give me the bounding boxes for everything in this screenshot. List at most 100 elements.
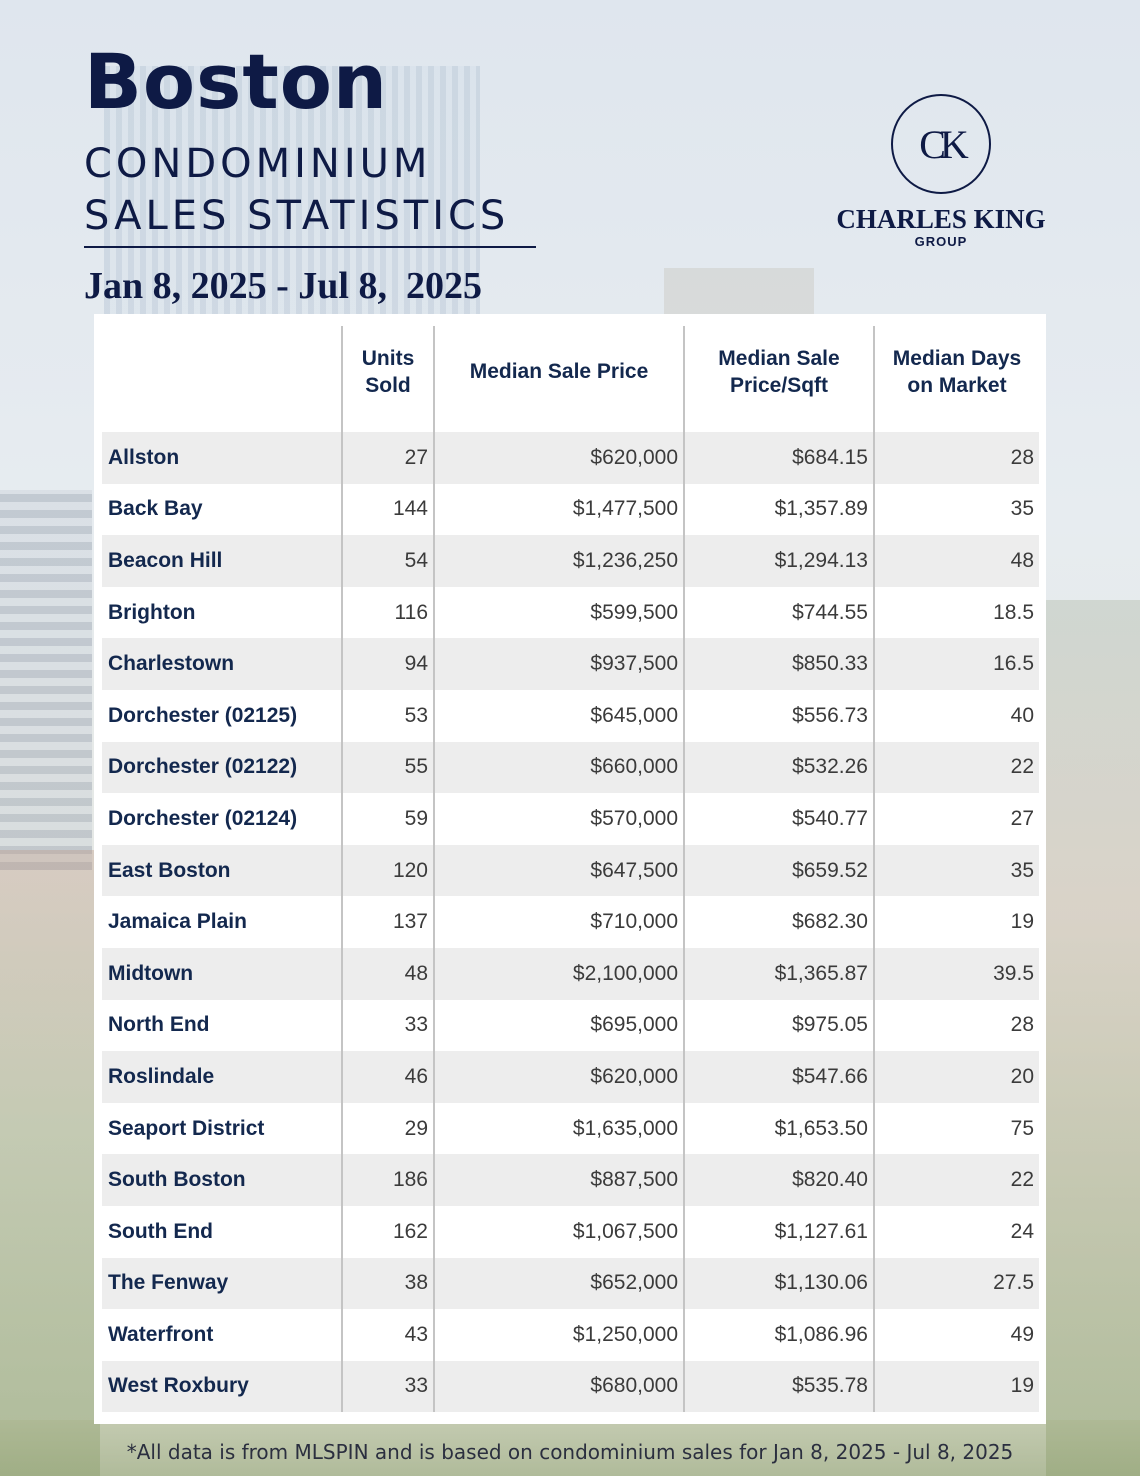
cell-days: 48 <box>873 535 1039 587</box>
cell-area: Dorchester (02124) <box>102 793 342 845</box>
cell-sqft: $1,357.89 <box>683 483 874 536</box>
cell-units: 46 <box>341 1051 434 1103</box>
cell-units: 29 <box>341 1102 434 1155</box>
cell-area: East Boston <box>102 844 342 897</box>
cell-area: South End <box>102 1205 342 1258</box>
cell-price: $620,000 <box>433 1051 684 1103</box>
table-row: Jamaica Plain 137 $710,000 $682.30 19 <box>102 896 1039 948</box>
table-row: Dorchester (02124) 59 $570,000 $540.77 27 <box>102 793 1039 845</box>
cell-price: $1,236,250 <box>433 535 684 587</box>
cell-area: Dorchester (02122) <box>102 741 342 794</box>
cell-days: 49 <box>873 1309 1039 1361</box>
cell-days: 39.5 <box>873 947 1039 1000</box>
table-header-row: Units Sold Median Sale Price Median Sale P… <box>102 326 1039 418</box>
cell-units: 48 <box>341 947 434 1000</box>
logo-sub: GROUP <box>914 234 968 249</box>
cell-sqft: $1,653.50 <box>683 1102 874 1155</box>
cell-units: 137 <box>341 896 434 948</box>
cell-area: West Roxbury <box>102 1360 342 1413</box>
date-range: Jan 8, 2025 - Jul 8, 2025 <box>84 265 482 307</box>
cell-days: 22 <box>873 1154 1039 1206</box>
header-sqft: Median Sale Price/Sqft <box>683 326 874 418</box>
table-body: Allston 27 $620,000 $684.15 28 Back Bay 144 $1,… <box>102 432 1039 1413</box>
table-row: Allston 27 $620,000 $684.15 28 <box>102 432 1039 484</box>
cell-days: 40 <box>873 689 1039 742</box>
sales-table: Units Sold Median Sale Price Median Sale P… <box>102 326 1039 1413</box>
cell-units: 43 <box>341 1309 434 1361</box>
cell-price: $1,250,000 <box>433 1309 684 1361</box>
cell-area: The Fenway <box>102 1257 342 1310</box>
cell-sqft: $1,294.13 <box>683 535 874 587</box>
table-row: South End 162 $1,067,500 $1,127.61 24 <box>102 1205 1039 1258</box>
cell-units: 53 <box>341 689 434 742</box>
table-row: Roslindale 46 $620,000 $547.66 20 <box>102 1051 1039 1103</box>
cell-area: Beacon Hill <box>102 535 342 587</box>
cell-sqft: $535.78 <box>683 1360 874 1413</box>
table-row: East Boston 120 $647,500 $659.52 35 <box>102 844 1039 897</box>
cell-area: Midtown <box>102 947 342 1000</box>
cell-units: 162 <box>341 1205 434 1258</box>
cell-area: Jamaica Plain <box>102 896 342 948</box>
cell-price: $599,500 <box>433 586 684 639</box>
subtitle-line-1: CONDOMINIUM <box>84 141 432 187</box>
cell-area: South Boston <box>102 1154 342 1206</box>
cell-sqft: $547.66 <box>683 1051 874 1103</box>
cell-days: 19 <box>873 896 1039 948</box>
charles-king-group-logo: CK CHARLES KING GROUP <box>830 94 1052 264</box>
table-row: South Boston 186 $887,500 $820.40 22 <box>102 1154 1039 1206</box>
cell-days: 27.5 <box>873 1257 1039 1310</box>
cell-price: $937,500 <box>433 638 684 690</box>
background-trees-left <box>0 850 100 1476</box>
cell-sqft: $850.33 <box>683 638 874 690</box>
cell-units: 59 <box>341 793 434 845</box>
logo-monogram: CK <box>919 121 969 167</box>
cell-sqft: $975.05 <box>683 999 874 1052</box>
subtitle-line-2: SALES STATISTICS <box>84 193 510 239</box>
header-days: Median Days on Market <box>873 326 1039 418</box>
cell-price: $660,000 <box>433 741 684 794</box>
page-title: Boston <box>84 37 389 126</box>
cell-sqft: $820.40 <box>683 1154 874 1206</box>
cell-sqft: $682.30 <box>683 896 874 948</box>
cell-price: $1,477,500 <box>433 483 684 536</box>
table-row: Seaport District 29 $1,635,000 $1,653.50 75 <box>102 1102 1039 1155</box>
table-row: Dorchester (02125) 53 $645,000 $556.73 40 <box>102 689 1039 742</box>
cell-sqft: $532.26 <box>683 741 874 794</box>
cell-price: $647,500 <box>433 844 684 897</box>
background-building-left <box>0 490 92 870</box>
cell-units: 186 <box>341 1154 434 1206</box>
cell-units: 33 <box>341 999 434 1052</box>
cell-price: $680,000 <box>433 1360 684 1413</box>
cell-sqft: $744.55 <box>683 586 874 639</box>
cell-price: $1,067,500 <box>433 1205 684 1258</box>
cell-days: 19 <box>873 1360 1039 1413</box>
cell-price: $710,000 <box>433 896 684 948</box>
header-area <box>102 326 342 418</box>
cell-sqft: $1,130.06 <box>683 1257 874 1310</box>
cell-days: 16.5 <box>873 638 1039 690</box>
cell-area: Waterfront <box>102 1309 342 1361</box>
header-price: Median Sale Price <box>433 326 684 418</box>
table-row: Charlestown 94 $937,500 $850.33 16.5 <box>102 638 1039 690</box>
cell-units: 38 <box>341 1257 434 1310</box>
cell-days: 35 <box>873 483 1039 536</box>
table-row: The Fenway 38 $652,000 $1,130.06 27.5 <box>102 1257 1039 1310</box>
cell-area: Charlestown <box>102 638 342 690</box>
cell-price: $695,000 <box>433 999 684 1052</box>
cell-days: 35 <box>873 844 1039 897</box>
cell-days: 22 <box>873 741 1039 794</box>
cell-days: 28 <box>873 999 1039 1052</box>
cell-days: 20 <box>873 1051 1039 1103</box>
cell-units: 54 <box>341 535 434 587</box>
cell-price: $570,000 <box>433 793 684 845</box>
header-units: Units Sold <box>341 326 434 418</box>
cell-days: 18.5 <box>873 586 1039 639</box>
cell-sqft: $1,365.87 <box>683 947 874 1000</box>
cell-price: $652,000 <box>433 1257 684 1310</box>
cell-units: 33 <box>341 1360 434 1413</box>
cell-sqft: $540.77 <box>683 793 874 845</box>
cell-sqft: $556.73 <box>683 689 874 742</box>
cell-price: $620,000 <box>433 432 684 484</box>
cell-area: North End <box>102 999 342 1052</box>
cell-units: 55 <box>341 741 434 794</box>
